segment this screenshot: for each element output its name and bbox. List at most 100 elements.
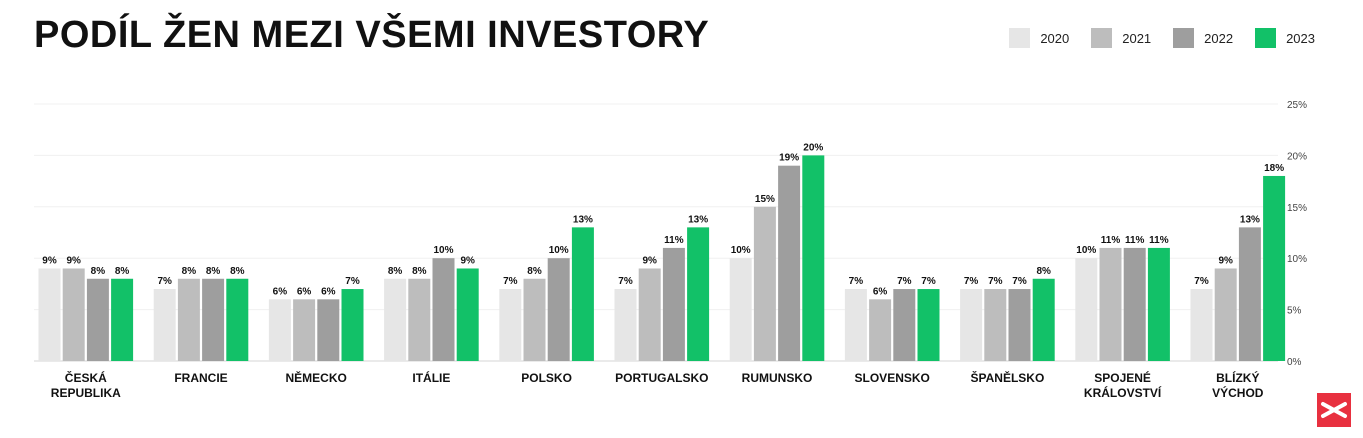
bar — [1190, 289, 1213, 361]
data-label: 8% — [91, 266, 106, 277]
legend-swatch — [1173, 28, 1195, 48]
bar — [226, 278, 249, 361]
bar — [729, 258, 752, 361]
x-tick-label: BLÍZKÝ — [1216, 370, 1259, 385]
x-tick-label: PORTUGALSKO — [615, 371, 708, 385]
bar — [1238, 227, 1261, 361]
legend-item-2020: 2020 — [1009, 28, 1069, 48]
data-label: 6% — [273, 286, 288, 297]
bar — [547, 258, 570, 361]
bar — [571, 227, 594, 361]
bar — [38, 268, 61, 361]
data-label: 13% — [1240, 214, 1260, 225]
y-tick-label: 5% — [1287, 306, 1302, 317]
bar — [662, 247, 685, 361]
x-tick-label: REPUBLIKA — [51, 386, 121, 400]
data-label: 10% — [433, 245, 453, 256]
bar — [1214, 268, 1237, 361]
bar — [893, 289, 916, 361]
bar — [177, 278, 200, 361]
data-label: 8% — [412, 266, 427, 277]
bar — [202, 278, 225, 361]
data-label: 20% — [803, 142, 823, 153]
bar — [384, 278, 407, 361]
bar — [802, 155, 825, 361]
bar — [153, 289, 176, 361]
bar — [111, 278, 134, 361]
data-label: 7% — [1194, 276, 1209, 287]
bar — [432, 258, 455, 361]
data-label: 6% — [321, 286, 336, 297]
data-label: 9% — [1218, 255, 1233, 266]
y-tick-label: 25% — [1287, 100, 1307, 111]
data-label: 8% — [115, 266, 130, 277]
data-label: 13% — [573, 214, 593, 225]
brand-logo-icon — [1317, 393, 1351, 427]
x-tick-label: RUMUNSKO — [742, 371, 813, 385]
x-tick-label: SLOVENSKO — [855, 371, 930, 385]
legend-item-2022: 2022 — [1173, 28, 1233, 48]
data-label: 13% — [688, 214, 708, 225]
bar — [341, 289, 364, 361]
data-label: 8% — [206, 266, 221, 277]
data-label: 7% — [618, 276, 633, 287]
x-tick-label: NĚMECKO — [286, 370, 347, 385]
bar — [984, 289, 1007, 361]
chart-legend: 2020 2021 2022 2023 — [987, 28, 1315, 48]
bar — [1263, 175, 1286, 361]
data-label: 10% — [731, 245, 751, 256]
data-label: 6% — [873, 286, 888, 297]
x-tick-label: VÝCHOD — [1212, 385, 1264, 400]
bar — [317, 299, 340, 361]
bar — [408, 278, 431, 361]
bar — [456, 268, 479, 361]
bar — [1123, 247, 1146, 361]
data-label: 8% — [230, 266, 245, 277]
x-tick-label: ŠPANĚLSKO — [971, 370, 1045, 385]
chart-title: PODÍL ŽEN MEZI VŠEMI INVESTORY — [34, 14, 710, 56]
data-label: 9% — [42, 255, 57, 266]
data-label: 10% — [549, 245, 569, 256]
data-label: 7% — [964, 276, 979, 287]
bar — [1032, 278, 1055, 361]
bar — [687, 227, 710, 361]
x-tick-label: ITÁLIE — [412, 370, 450, 385]
y-tick-label: 20% — [1287, 151, 1307, 162]
data-label: 11% — [1149, 235, 1169, 246]
data-label: 7% — [897, 276, 912, 287]
bar — [523, 278, 546, 361]
bar — [844, 289, 867, 361]
data-label: 8% — [1036, 266, 1051, 277]
bar — [778, 165, 801, 361]
x-tick-label: POLSKO — [521, 371, 572, 385]
bar — [1099, 247, 1122, 361]
data-label: 9% — [66, 255, 81, 266]
data-label: 7% — [1012, 276, 1027, 287]
data-label: 15% — [755, 194, 775, 205]
bar — [1008, 289, 1031, 361]
data-label: 7% — [849, 276, 864, 287]
legend-label: 2022 — [1204, 30, 1234, 46]
data-label: 7% — [503, 276, 518, 287]
data-label: 11% — [1125, 235, 1145, 246]
bar — [753, 206, 776, 361]
bar — [917, 289, 940, 361]
x-tick-label: KRÁLOVSTVÍ — [1084, 385, 1162, 400]
y-tick-label: 15% — [1287, 203, 1307, 214]
legend-label: 2023 — [1286, 30, 1315, 46]
data-label: 8% — [388, 266, 403, 277]
bar — [86, 278, 109, 361]
bar — [1075, 258, 1098, 361]
bar — [293, 299, 316, 361]
bar — [869, 299, 892, 361]
legend-label: 2020 — [1040, 30, 1070, 46]
x-tick-label: SPOJENÉ — [1094, 370, 1151, 385]
data-label: 9% — [460, 255, 475, 266]
legend-item-2023: 2023 — [1255, 28, 1315, 48]
bar — [614, 289, 637, 361]
legend-swatch — [1255, 28, 1277, 48]
bar — [268, 299, 291, 361]
y-tick-label: 10% — [1287, 254, 1307, 265]
bar — [638, 268, 661, 361]
